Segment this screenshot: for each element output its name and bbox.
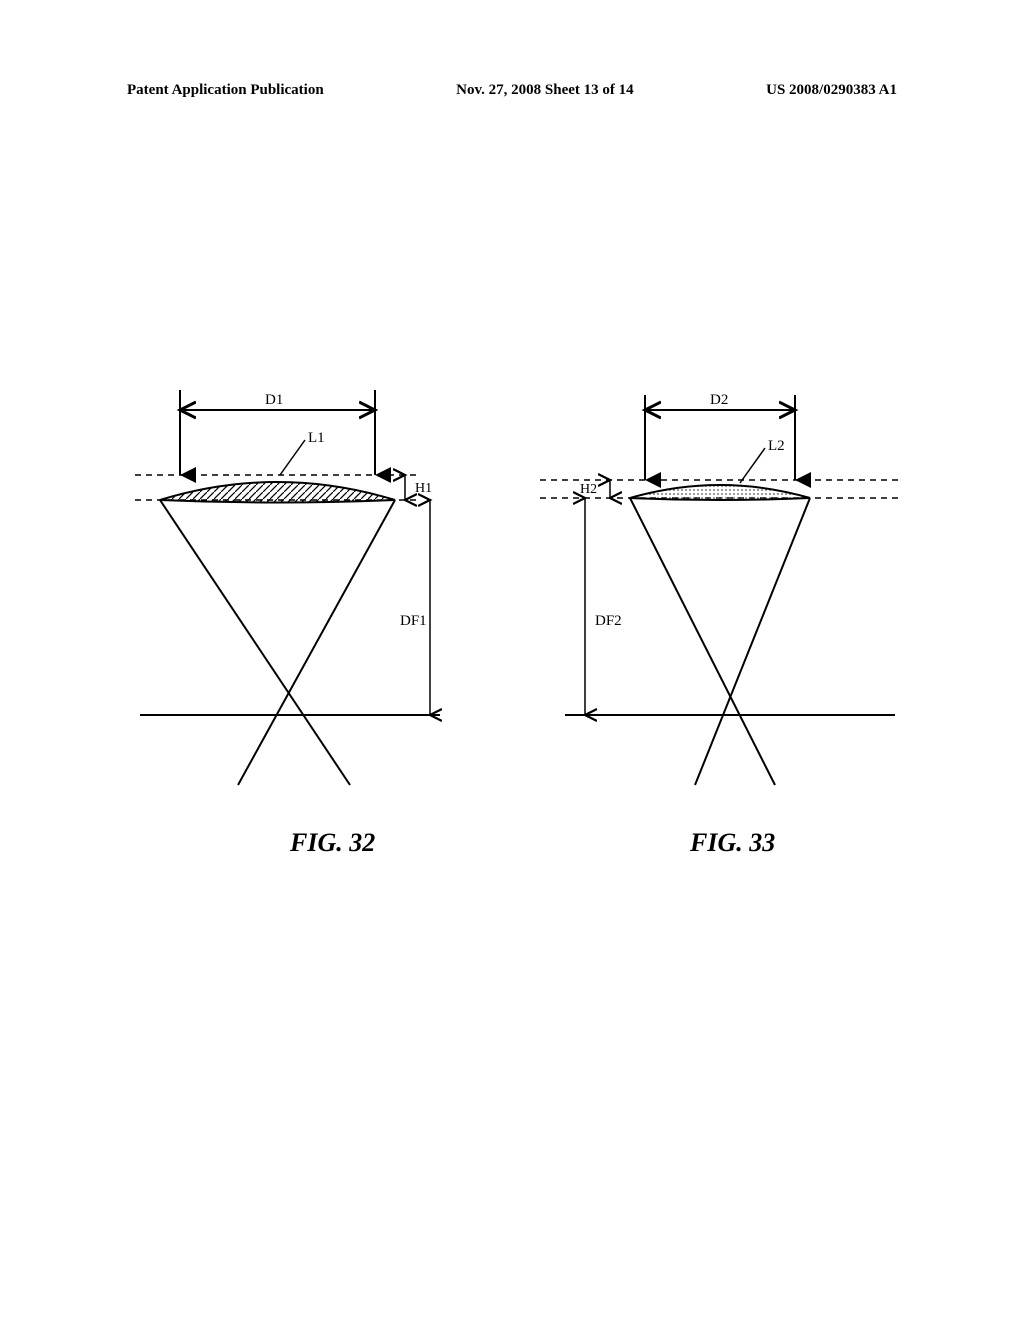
- figures-container: D1 L1 H1 DF1: [120, 380, 900, 900]
- caption-fig33: FIG. 33: [690, 828, 775, 858]
- figure-32-svg: D1 L1 H1 DF1: [130, 380, 450, 800]
- label-h2: H2: [580, 482, 597, 497]
- caption-fig32: FIG. 32: [290, 828, 375, 858]
- label-l2: L2: [768, 438, 785, 454]
- figure-33: D2 L2 H2 DF2: [540, 380, 900, 805]
- header-right: US 2008/0290383 A1: [766, 82, 897, 99]
- header-left: Patent Application Publication: [127, 82, 324, 99]
- label-d2: D2: [710, 392, 728, 408]
- page-header: Patent Application Publication Nov. 27, …: [0, 82, 1024, 99]
- figure-33-svg: D2 L2 H2 DF2: [540, 380, 900, 800]
- label-l1: L1: [308, 430, 325, 446]
- label-df2: DF2: [595, 613, 622, 629]
- figure-32: D1 L1 H1 DF1: [130, 380, 450, 805]
- label-df1: DF1: [400, 613, 427, 629]
- header-center: Nov. 27, 2008 Sheet 13 of 14: [456, 82, 634, 99]
- label-d1: D1: [265, 392, 283, 408]
- label-h1: H1: [415, 481, 432, 496]
